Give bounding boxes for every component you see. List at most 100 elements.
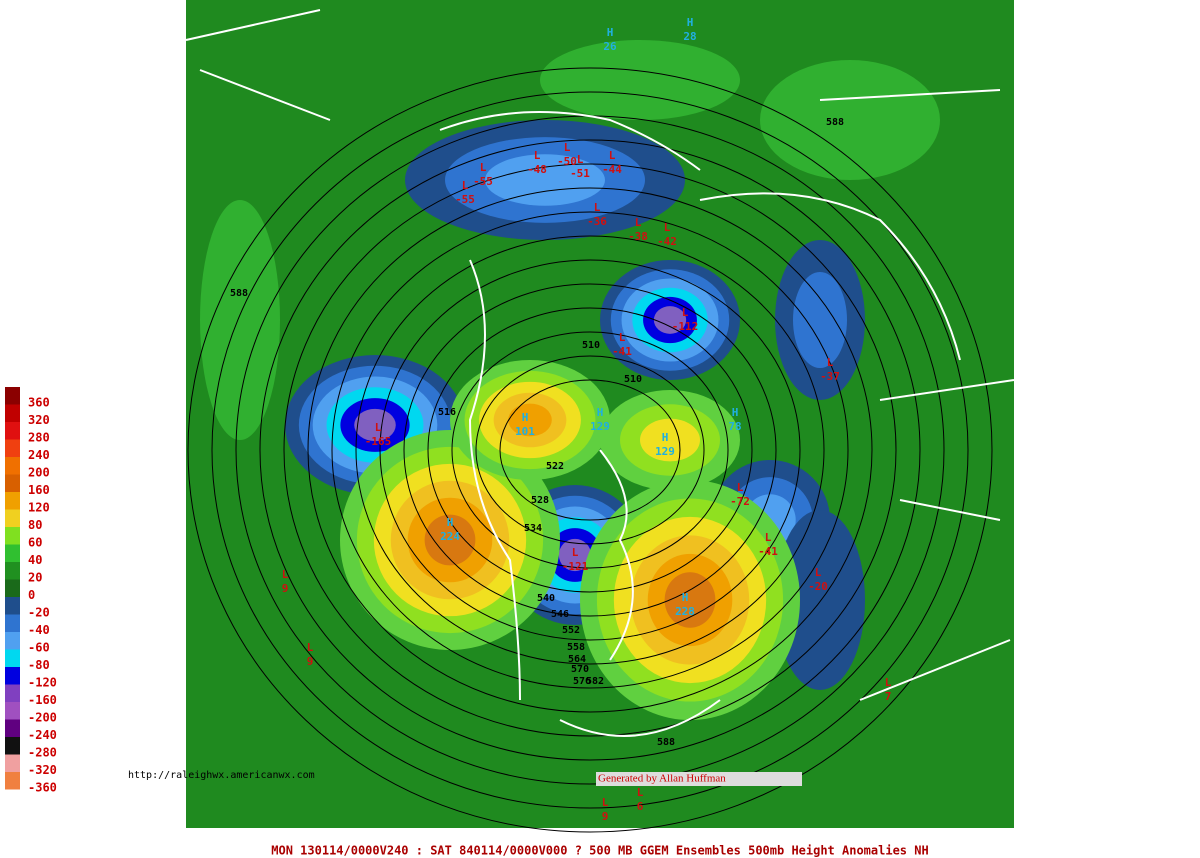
height-contour (379, 259, 801, 641)
legend-swatch (5, 509, 20, 527)
legend-swatch (5, 457, 20, 475)
legend-swatch (5, 667, 20, 685)
legend-swatch (5, 772, 20, 790)
center-value: -121 (562, 560, 589, 573)
center-marker: L (572, 546, 579, 559)
center-marker: L (827, 356, 834, 369)
center-value: 228 (675, 605, 695, 618)
legend-swatch (5, 439, 20, 457)
legend-label: -160 (28, 693, 57, 707)
center-value: -51 (570, 167, 590, 180)
center-marker: H (687, 16, 694, 29)
legend-label: 0 (28, 588, 35, 602)
anomaly-shade (200, 200, 280, 440)
center-value: 101 (515, 425, 535, 438)
legend-swatch (5, 474, 20, 492)
legend-swatch (5, 632, 20, 650)
anomaly-shade (640, 418, 700, 462)
height-contour (211, 91, 969, 809)
url-text: http://raleighwx.americanwx.com (128, 770, 315, 781)
anomaly-shade (540, 40, 740, 120)
center-marker: L (885, 676, 892, 689)
center-marker: L (594, 201, 601, 214)
legend-label: 160 (28, 483, 50, 497)
contour-label: 546 (551, 609, 569, 620)
legend-label: 360 (28, 396, 50, 410)
height-contour (307, 187, 873, 713)
legend-label: 200 (28, 466, 50, 480)
contour-label: 516 (438, 407, 456, 418)
center-value: -72 (730, 495, 750, 508)
center-value: -112 (672, 320, 699, 333)
center-value: -42 (657, 235, 677, 248)
center-value: 9 (282, 582, 289, 595)
center-marker: L (462, 179, 469, 192)
center-marker: L (682, 306, 689, 319)
height-contour (355, 235, 825, 665)
center-marker: L (635, 216, 642, 229)
center-marker: L (815, 566, 822, 579)
legend-swatch (5, 422, 20, 440)
coastline (185, 9, 1015, 737)
center-value: -37 (820, 370, 840, 383)
center-value: -55 (473, 175, 493, 188)
height-contour (187, 67, 993, 833)
contour-label: 552 (562, 625, 580, 636)
center-value: -48 (527, 163, 547, 176)
center-value: 224 (440, 530, 460, 543)
anomaly-shade (508, 403, 552, 437)
center-marker: L (619, 331, 626, 344)
center-marker: L (564, 141, 571, 154)
anomaly-shade (653, 306, 687, 334)
contour-label: 510 (624, 374, 642, 385)
anomaly-shade (485, 154, 605, 206)
legend-label: 20 (28, 571, 42, 585)
anomaly-shade (558, 538, 592, 572)
legend-swatch (5, 492, 20, 510)
center-value: -41 (758, 545, 778, 558)
legend-label: -40 (28, 623, 50, 637)
center-marker: L (637, 786, 644, 799)
contour-label: 534 (524, 523, 542, 534)
legend-label: -200 (28, 711, 57, 725)
center-marker: H (662, 431, 669, 444)
center-marker: H (597, 406, 604, 419)
center-value: 129 (655, 445, 675, 458)
center-value: 9 (307, 655, 314, 668)
center-marker: L (282, 568, 289, 581)
center-marker: H (447, 516, 454, 529)
anomaly-shade (793, 272, 847, 368)
legend-swatch (5, 562, 20, 580)
center-marker: L (307, 641, 314, 654)
center-value: 28 (683, 30, 696, 43)
center-value: -41 (612, 345, 632, 358)
height-contour (283, 163, 897, 737)
center-value: -38 (628, 230, 648, 243)
center-value: -55 (455, 193, 475, 206)
height-contour (499, 379, 681, 521)
height-contour (403, 283, 777, 617)
legend-swatch (5, 527, 20, 545)
center-value: -20 (808, 580, 828, 593)
contour-label: 588 (657, 737, 675, 748)
center-value: -44 (602, 163, 622, 176)
legend-label: 240 (28, 448, 50, 462)
center-value: 7 (885, 690, 892, 703)
center-value: 6 (637, 800, 644, 813)
center-marker: H (682, 591, 689, 604)
legend-label: -240 (28, 728, 57, 742)
contour-label: 558 (567, 642, 585, 653)
center-value: 26 (603, 40, 617, 53)
center-marker: L (480, 161, 487, 174)
anomaly-shade (760, 60, 940, 180)
height-contour (427, 307, 753, 593)
anomaly-shade (664, 572, 716, 628)
center-value: -165 (365, 435, 392, 448)
center-marker: L (577, 153, 584, 166)
center-value: -50 (557, 155, 577, 168)
height-contour (451, 331, 729, 569)
legend-swatch (5, 737, 20, 755)
legend-label: -280 (28, 746, 57, 760)
legend-label: -20 (28, 606, 50, 620)
height-contour (475, 355, 705, 545)
